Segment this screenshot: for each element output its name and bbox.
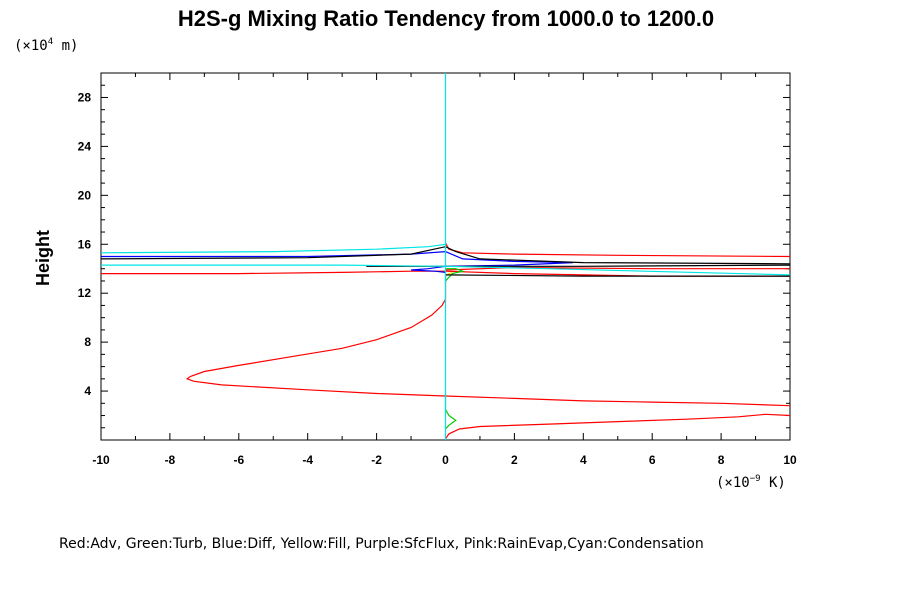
series-line-adv bbox=[445, 413, 790, 440]
series-line-adv bbox=[445, 266, 790, 271]
x-tick-label: 6 bbox=[649, 453, 656, 467]
series-line-diff bbox=[101, 250, 574, 284]
y-tick-label: 12 bbox=[78, 286, 92, 300]
series-line-adv bbox=[444, 242, 790, 258]
y-axis-label: Height bbox=[33, 230, 53, 286]
series-line-other bbox=[101, 246, 790, 265]
x-unit-label: (×10−9 K) bbox=[716, 474, 786, 491]
x-tick-label: -2 bbox=[371, 453, 382, 467]
y-tick-label: 20 bbox=[78, 188, 92, 202]
x-tick-label: 10 bbox=[783, 453, 797, 467]
y-tick-label: 8 bbox=[84, 335, 91, 349]
x-tick-label: -8 bbox=[165, 453, 176, 467]
chart-title: H2S-g Mixing Ratio Tendency from 1000.0 … bbox=[178, 6, 714, 31]
x-tick-label: -10 bbox=[92, 453, 110, 467]
x-tick-label: -6 bbox=[233, 453, 244, 467]
y-unit-label: (×104 m) bbox=[14, 37, 78, 54]
series-line-turb bbox=[444, 393, 457, 430]
y-tick-labels: 4 8 12 16 20 24 28 bbox=[78, 90, 92, 398]
y-tick-label: 28 bbox=[78, 90, 92, 104]
x-tick-label: 0 bbox=[442, 453, 449, 467]
legend-text: Red:Adv, Green:Turb, Blue:Diff, Yellow:F… bbox=[59, 536, 704, 552]
x-tick-label: -4 bbox=[302, 453, 313, 467]
x-tick-label: 4 bbox=[580, 453, 587, 467]
x-tick-label: 2 bbox=[511, 453, 518, 467]
x-tick-label: 8 bbox=[718, 453, 725, 467]
series-line-turb bbox=[445, 268, 465, 282]
series-line-adv bbox=[185, 283, 790, 407]
series-line-condensation bbox=[101, 243, 446, 254]
x-tick-labels: -10 -8 -6 -4 -2 0 2 4 6 8 10 bbox=[92, 453, 797, 467]
series-line-other bbox=[445, 274, 790, 277]
y-tick-label: 16 bbox=[78, 237, 92, 251]
y-tick-label: 24 bbox=[78, 139, 92, 153]
data-series bbox=[101, 73, 790, 440]
y-tick-label: 4 bbox=[84, 384, 91, 398]
